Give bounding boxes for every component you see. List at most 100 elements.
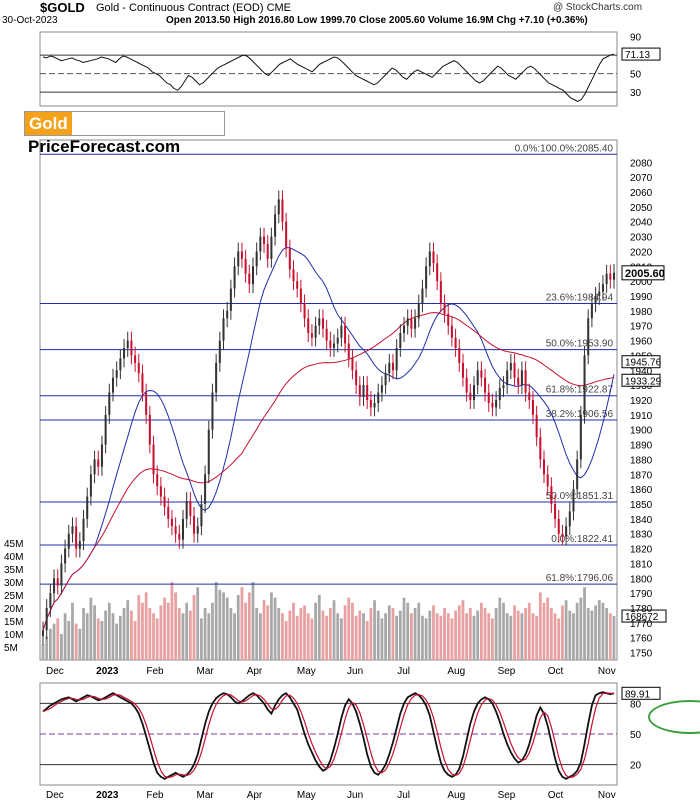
volume-bar [229,608,233,660]
volume-bar [454,610,457,660]
chart-credit: @ StockCharts.com [553,2,643,13]
price-tick-label: 1870 [630,470,653,481]
volume-bar [203,608,207,660]
volume-bar [531,613,535,660]
price-tick-label: 1990 [630,292,653,303]
candle-body [156,474,159,487]
volume-bar [579,597,583,660]
candle-body [425,266,428,289]
candle-body [506,370,509,386]
candle-body [266,244,269,259]
candle-body [325,328,328,341]
price-tick-label: 2030 [630,233,653,244]
lower-x-axis-label: Jul [397,790,410,800]
candle-body [233,266,236,289]
volume-bar [152,613,155,660]
volume-bar [60,634,63,660]
volume-bar [225,597,229,660]
volume-bar [211,602,214,660]
candle-body [450,325,453,338]
candle-body [344,325,347,344]
candle-body [41,630,45,637]
price-tick-label: 1940 [630,366,653,377]
price-tick-label: 1830 [630,530,653,541]
volume-bar [258,613,262,660]
candle-body [403,325,406,334]
volume-bar [450,618,454,660]
volume-bar [85,613,89,660]
volume-bar [306,613,310,660]
candle-body [218,340,221,363]
volume-bar [443,608,446,660]
price-tick-label: 2070 [630,173,653,184]
moving-average-short [42,246,615,631]
candle-body [513,362,516,378]
volume-bar [273,597,277,660]
volume-bar [185,602,189,660]
price-tick-label: 1970 [630,322,653,333]
volume-bar [494,608,498,660]
candle-body [255,251,258,267]
volume-tick-label: 30M [4,578,23,589]
candle-body [491,402,494,408]
lower-oscillator-signal [42,692,615,779]
price-tick-label: 1770 [630,619,653,630]
lower-oscillator-line [42,691,615,780]
volume-bar [218,589,222,660]
volume-bar [222,592,225,660]
volume-bar [435,613,439,660]
volume-bar [446,613,450,660]
lower-x-axis-label: Feb [146,790,164,800]
candle-body [495,400,498,408]
volume-bar [288,610,292,660]
candle-body [550,486,553,504]
volume-bar [144,592,148,660]
upper-tick-label: 30 [630,88,642,99]
volume-bar [63,613,67,660]
price-tick-label: 1840 [630,515,653,526]
volume-bar [281,613,284,660]
volume-bar [502,602,505,660]
volume-bar [192,595,196,660]
price-tick-label: 1810 [630,559,653,570]
candle-body [417,303,420,319]
volume-bar [612,616,616,660]
volume-bar [262,600,266,660]
volume-bar [163,597,166,660]
candle-body [355,370,358,386]
candle-body [436,263,439,282]
candle-body [579,414,582,460]
volume-bar [82,608,85,660]
volume-bar [240,587,244,660]
lower-tick-label: 80 [630,699,642,710]
volume-bar [509,615,513,660]
volume-bar [67,621,71,660]
volume-bar [557,618,561,660]
volume-bar [115,623,119,660]
x-axis-label: Feb [146,666,164,677]
candle-body [126,340,129,348]
candle-body [285,221,288,249]
volume-bar [317,595,321,660]
volume-bar [181,613,185,660]
candle-body [314,325,317,338]
volume-bar [513,605,516,660]
volume-bar [52,623,56,660]
candle-body [528,392,531,400]
candle-body [333,343,336,348]
volume-bar [310,618,314,660]
candle-body [86,496,89,519]
candle-body [432,251,435,264]
candle-body [590,303,593,319]
volume-bar [461,600,465,660]
volume-tick-label: 10M [4,630,23,641]
candle-body [145,392,148,415]
candle-body [226,310,229,319]
volume-bar [546,597,550,660]
candle-body [421,288,424,304]
candle-body [502,385,505,389]
candle-body [520,370,523,386]
x-axis-label: Sep [498,666,516,677]
volume-bar [299,608,303,660]
volume-bar [100,621,104,660]
